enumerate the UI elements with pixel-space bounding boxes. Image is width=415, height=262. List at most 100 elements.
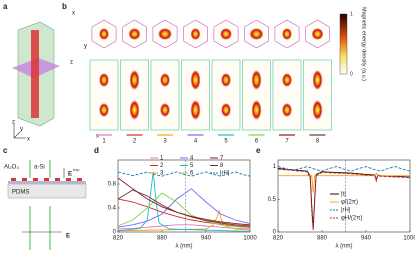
panel-label: c	[3, 146, 8, 155]
field-spot	[129, 70, 140, 90]
colorbar-tick: 0	[350, 71, 353, 77]
axis-label: x	[96, 134, 99, 140]
legend-label: |rH|	[220, 171, 230, 177]
legend-label: φH/(2π)	[341, 216, 362, 222]
x-tick-label: 1000	[243, 236, 257, 242]
plot-frame	[277, 159, 411, 233]
axis-label: z	[12, 120, 15, 126]
series-line	[277, 168, 411, 231]
field-spot	[282, 28, 292, 40]
field-spot	[128, 28, 141, 40]
y-tick-label: 1	[273, 164, 277, 170]
panel-label: d	[94, 146, 99, 155]
side-cell	[211, 59, 241, 131]
y-tick-label: 0	[273, 230, 277, 236]
field-spot	[99, 28, 109, 40]
legend-label: 2	[160, 163, 164, 169]
side-cell	[89, 59, 119, 131]
x-tick-label: 940	[361, 236, 372, 242]
axis-label: y	[84, 44, 87, 50]
legend-label: 4	[190, 156, 194, 162]
axis-label: x	[72, 11, 75, 17]
field-spot	[251, 70, 262, 90]
colorbar	[339, 13, 348, 75]
y-tick-label: 0	[113, 230, 117, 236]
mode-number: 2	[133, 139, 137, 145]
y-tick-label: 0.8	[108, 182, 117, 188]
x-axis-label: λ (nm)	[176, 244, 193, 250]
legend-label: 1	[160, 156, 164, 162]
field-spot	[221, 103, 231, 117]
x-tick-label: 1000	[403, 236, 415, 242]
axis-label: x	[27, 137, 30, 143]
series-line	[117, 171, 251, 232]
series-line	[117, 188, 251, 228]
x-tick-label: 820	[113, 236, 124, 242]
mode-number: 4	[194, 139, 198, 145]
field-label: E	[66, 234, 70, 240]
field-spot	[282, 73, 292, 87]
side-cell	[150, 59, 180, 131]
legend-label: 5	[190, 163, 194, 169]
colorbar-label: Magnetic energy density (a.u.)	[361, 7, 367, 81]
legend-label: 6	[190, 171, 194, 177]
colorbar-tick: 1	[350, 11, 353, 17]
series-line	[277, 166, 411, 172]
series-line	[117, 209, 251, 232]
field-spot	[160, 73, 170, 87]
legend-label: φ/(2π)	[341, 200, 358, 206]
field-spot	[190, 70, 201, 90]
y-tick-label: 0.5	[268, 197, 277, 203]
legend-label: |t|	[341, 192, 346, 198]
layer-label: PDMS	[12, 190, 29, 196]
field-spot	[129, 100, 140, 120]
legend-label: 3	[160, 171, 164, 177]
mode-number: 8	[316, 139, 320, 145]
series-line	[117, 198, 251, 228]
legend-label: 7	[220, 156, 224, 162]
mode-number: 5	[224, 139, 228, 145]
field-spot	[99, 103, 109, 117]
panel-label: b	[62, 2, 67, 11]
field-spot	[99, 73, 109, 87]
field-spot	[221, 73, 231, 87]
side-cell	[272, 59, 302, 131]
panel-label: e	[256, 146, 261, 155]
mode-number: 3	[163, 139, 167, 145]
mode-number: 6	[255, 139, 259, 145]
layer-label: Al₂O₃	[4, 165, 19, 171]
y-tick-label: 0.4	[108, 206, 117, 212]
axis-label: y	[20, 127, 23, 133]
field-spot	[282, 103, 292, 117]
legend-label: 8	[220, 163, 224, 169]
panel-a-sketch	[12, 21, 60, 139]
legend-label: |rH|	[341, 208, 351, 214]
panel-c-sketch	[7, 160, 87, 250]
x-tick-label: 820	[273, 236, 284, 242]
field-sup: exp	[73, 167, 80, 172]
x-tick-label: 880	[157, 236, 168, 242]
field-spot	[220, 28, 232, 40]
axis-label: z	[70, 60, 73, 66]
x-tick-label: 880	[317, 236, 328, 242]
layer-label: a-Si	[34, 165, 45, 171]
x-axis-label: λ (nm)	[336, 244, 353, 250]
series-line	[117, 171, 251, 177]
field-spot	[312, 70, 323, 90]
series-line	[278, 172, 410, 193]
mode-number: 1	[102, 139, 106, 145]
field-spot	[251, 100, 262, 120]
field-spot	[160, 103, 170, 117]
field-spot	[312, 100, 323, 120]
field-spot	[190, 100, 201, 120]
panel-label: a	[3, 2, 8, 11]
plot-frame	[117, 159, 251, 233]
mode-number: 7	[285, 139, 289, 145]
field-spot	[249, 28, 264, 40]
field-spot	[190, 28, 201, 40]
field-spot	[311, 28, 324, 40]
series-line	[117, 189, 251, 227]
field-label: E	[68, 172, 72, 178]
series-line	[117, 192, 251, 229]
